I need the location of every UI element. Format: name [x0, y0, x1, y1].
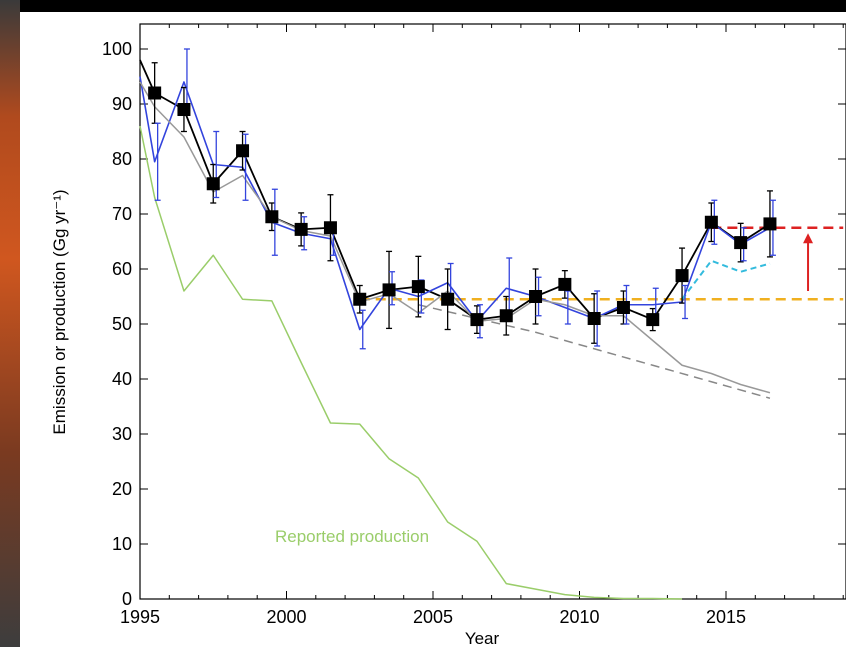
- data-marker: [704, 215, 718, 229]
- data-marker: [265, 210, 279, 224]
- data-marker: [177, 103, 191, 116]
- series-line-gray-solid: [139, 81, 771, 394]
- data-marker: [675, 269, 689, 283]
- data-marker: [763, 217, 777, 231]
- y-tick-label: 10: [112, 534, 132, 554]
- y-axis-label: Emission or production (Gg yr⁻¹): [50, 189, 69, 434]
- chart-panel: 0 10 20 30 40 50 60 70 80 90 100 1995 2000 2005 2010 20…: [20, 12, 846, 647]
- y-tick-label: 70: [112, 204, 132, 224]
- x-tick-label: 2010: [559, 607, 599, 627]
- data-marker: [148, 86, 162, 100]
- data-marker: [323, 221, 337, 235]
- emission-chart: 0 10 20 30 40 50 60 70 80 90 100 1995 2000 2005 2010 20…: [50, 23, 846, 647]
- data-marker: [646, 313, 660, 327]
- y-tick-label: 100: [102, 39, 132, 59]
- data-marker: [411, 280, 425, 294]
- series-line-black-markers: [139, 59, 771, 321]
- y-tick-label: 20: [112, 479, 132, 499]
- axes-layer: [139, 23, 846, 600]
- reference-lines: [359, 226, 844, 301]
- y-tick-label: 80: [112, 149, 132, 169]
- plot-frame: [139, 23, 846, 600]
- y-tick-label: 0: [122, 589, 132, 609]
- data-marker: [382, 283, 396, 297]
- series-line-cyan-dashed: [681, 259, 771, 300]
- data-marker: [294, 222, 308, 236]
- data-marker: [587, 312, 601, 325]
- background-top-band: [20, 0, 846, 12]
- x-axis-label: Year: [465, 629, 500, 647]
- reported-production-label: Reported production: [275, 527, 429, 546]
- x-tick-label: 2005: [413, 607, 453, 627]
- data-marker: [236, 144, 250, 158]
- y-tick-label: 50: [112, 314, 132, 334]
- y-tick-label: 60: [112, 259, 132, 279]
- increase-arrow-head: [803, 233, 814, 244]
- x-tick-label: 1995: [120, 607, 160, 627]
- series-lines: [139, 59, 771, 600]
- data-marker: [470, 313, 484, 327]
- data-marker: [558, 277, 572, 291]
- data-markers: [148, 86, 777, 327]
- data-marker: [529, 290, 543, 303]
- background-map-strip: [0, 0, 20, 647]
- data-marker: [734, 236, 748, 250]
- y-tick-label: 30: [112, 424, 132, 444]
- data-marker: [616, 301, 630, 314]
- tick-labels: 0 10 20 30 40 50 60 70 80 90 100 1995 2000 2005 2010 20…: [102, 39, 746, 627]
- data-marker: [441, 292, 455, 306]
- y-tick-label: 40: [112, 369, 132, 389]
- series-line-green-solid: [139, 125, 683, 600]
- x-tick-label: 2015: [706, 607, 746, 627]
- data-marker: [206, 177, 220, 191]
- y-tick-label: 90: [112, 94, 132, 114]
- x-tick-label: 2000: [266, 607, 306, 627]
- data-marker: [499, 309, 513, 323]
- series-line-blue-errorbars: [139, 76, 771, 331]
- data-marker: [353, 292, 367, 306]
